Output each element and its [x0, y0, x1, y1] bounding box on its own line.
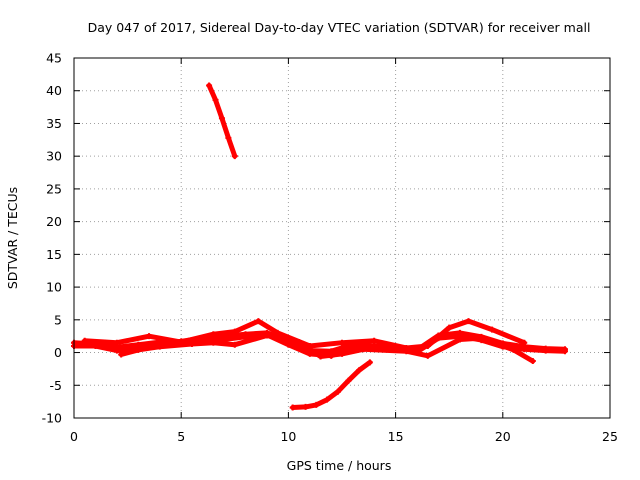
data-point: [113, 347, 120, 354]
plot-frame: [73, 57, 611, 419]
x-tick-label: 5: [177, 429, 185, 444]
data-point: [371, 337, 378, 344]
data-point: [210, 339, 217, 346]
axis-ticks: [73, 57, 611, 419]
data-point: [356, 367, 363, 374]
data-point: [510, 346, 517, 353]
x-tick-label: 0: [70, 429, 78, 444]
data-point: [366, 359, 373, 366]
y-tick-label: -5: [50, 378, 62, 393]
y-tick-label: 45: [46, 51, 62, 66]
data-point: [456, 336, 463, 343]
data-point: [285, 341, 292, 348]
data-point: [446, 324, 453, 331]
y-tick-label: -10: [42, 411, 62, 426]
data-point: [561, 348, 568, 355]
data-point: [529, 358, 536, 365]
data-point: [113, 339, 120, 346]
data-point: [424, 352, 431, 359]
data-point: [296, 339, 303, 346]
x-tick-label: 10: [280, 429, 296, 444]
data-point: [156, 343, 163, 350]
data-point: [274, 329, 281, 336]
data-point: [302, 403, 309, 410]
data-point: [489, 326, 496, 333]
data-point: [188, 341, 195, 348]
data-point: [212, 96, 219, 103]
data-point: [206, 82, 213, 89]
y-tick-label: 10: [46, 280, 62, 295]
data-point: [231, 341, 238, 348]
data-point: [242, 333, 249, 340]
data-point: [92, 343, 99, 349]
y-tick-label: 35: [46, 116, 62, 131]
data-point: [521, 339, 528, 346]
y-tick-label: 0: [54, 345, 62, 360]
x-tick-label: 25: [602, 429, 618, 444]
y-tick-label: 5: [54, 312, 62, 327]
data-point: [313, 401, 320, 408]
data-point: [118, 351, 125, 358]
data-point: [210, 331, 217, 338]
data-point: [323, 396, 330, 403]
data-point: [289, 404, 296, 411]
data-point: [360, 346, 367, 353]
data-point: [478, 335, 485, 342]
data-point: [263, 332, 270, 339]
data-point: [218, 115, 225, 122]
y-axis-label: SDTVAR / TECUs: [5, 187, 20, 289]
y-tick-label: 15: [46, 247, 62, 262]
chart-title: Day 047 of 2017, Sidereal Day-to-day VTE…: [88, 20, 591, 35]
y-tick-label: 40: [46, 83, 62, 98]
y-tick-label: 30: [46, 149, 62, 164]
data-point: [231, 328, 238, 335]
data-point: [317, 353, 324, 360]
grid-lines: [74, 58, 610, 418]
data-point: [424, 343, 431, 349]
y-tick-label: 20: [46, 214, 62, 229]
data-point: [339, 350, 345, 357]
data-point: [81, 337, 88, 344]
data-tracks: [71, 82, 568, 411]
data-point: [231, 153, 238, 160]
data-point: [334, 388, 341, 395]
data-point: [225, 134, 232, 141]
data-point: [345, 377, 352, 384]
data-point: [146, 333, 153, 340]
data-point: [339, 339, 345, 346]
y-tick-label: 25: [46, 181, 62, 196]
data-point: [135, 346, 142, 353]
data-point: [465, 318, 472, 325]
data-point: [542, 347, 549, 354]
data-point: [521, 346, 528, 353]
data-point: [255, 318, 262, 325]
x-tick-label: 20: [495, 429, 511, 444]
x-tick-label: 15: [388, 429, 404, 444]
x-axis-label: GPS time / hours: [287, 458, 392, 473]
data-point: [403, 348, 410, 355]
